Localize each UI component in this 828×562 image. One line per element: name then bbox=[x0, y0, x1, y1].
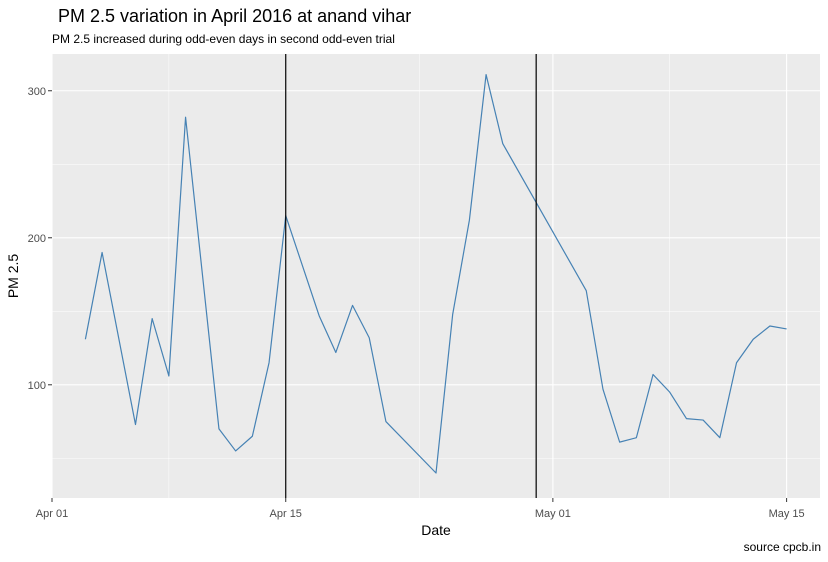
y-tick-label: 300 bbox=[28, 86, 46, 98]
minor-gridlines bbox=[52, 54, 820, 498]
data-point bbox=[134, 423, 137, 426]
x-axis: Apr 01 Apr 15 May 01 May 15 bbox=[36, 498, 805, 520]
data-point bbox=[718, 436, 721, 439]
data-point bbox=[251, 435, 254, 438]
y-tick-label: 200 bbox=[28, 233, 46, 245]
data-point bbox=[735, 361, 738, 364]
y-tick-label: 100 bbox=[28, 380, 46, 392]
chart-subtitle: PM 2.5 increased during odd-even days in… bbox=[52, 32, 395, 46]
data-point bbox=[768, 324, 771, 327]
data-point bbox=[151, 317, 154, 320]
data-point bbox=[435, 472, 438, 475]
x-tick-label: Apr 01 bbox=[36, 508, 68, 520]
data-point bbox=[635, 436, 638, 439]
data-point bbox=[585, 289, 588, 292]
data-point bbox=[652, 373, 655, 376]
reference-lines bbox=[285, 54, 537, 498]
data-point bbox=[368, 336, 371, 339]
data-point bbox=[84, 338, 87, 341]
data-point bbox=[101, 251, 104, 254]
chart-title: PM 2.5 variation in April 2016 at anand … bbox=[58, 6, 411, 26]
data-point bbox=[234, 449, 237, 452]
data-point bbox=[485, 73, 488, 76]
y-axis-title: PM 2.5 bbox=[5, 254, 21, 299]
data-point bbox=[318, 314, 321, 317]
data-point bbox=[184, 116, 187, 119]
data-point bbox=[685, 417, 688, 420]
data-point bbox=[384, 420, 387, 423]
data-point bbox=[334, 351, 337, 354]
data-point bbox=[752, 338, 755, 341]
data-point bbox=[601, 388, 604, 391]
data-point bbox=[785, 327, 788, 330]
x-axis-title: Date bbox=[421, 522, 451, 538]
data-point bbox=[167, 374, 170, 377]
data-point bbox=[217, 427, 220, 430]
data-point bbox=[451, 313, 454, 316]
data-point bbox=[268, 361, 271, 364]
x-tick-label: May 15 bbox=[769, 508, 805, 520]
y-axis: 100 200 300 bbox=[28, 86, 52, 392]
x-tick-label: May 01 bbox=[535, 508, 571, 520]
series-layer bbox=[84, 73, 787, 474]
data-point bbox=[468, 219, 471, 222]
data-point bbox=[284, 214, 287, 217]
data-point bbox=[702, 419, 705, 422]
data-point bbox=[618, 441, 621, 444]
x-tick-label: Apr 15 bbox=[270, 508, 302, 520]
plot-panel bbox=[52, 54, 820, 498]
data-point bbox=[501, 142, 504, 145]
series-line bbox=[84, 73, 787, 474]
data-point bbox=[668, 391, 671, 394]
chart-caption: source cpcb.in bbox=[744, 540, 821, 554]
data-point bbox=[351, 304, 354, 307]
